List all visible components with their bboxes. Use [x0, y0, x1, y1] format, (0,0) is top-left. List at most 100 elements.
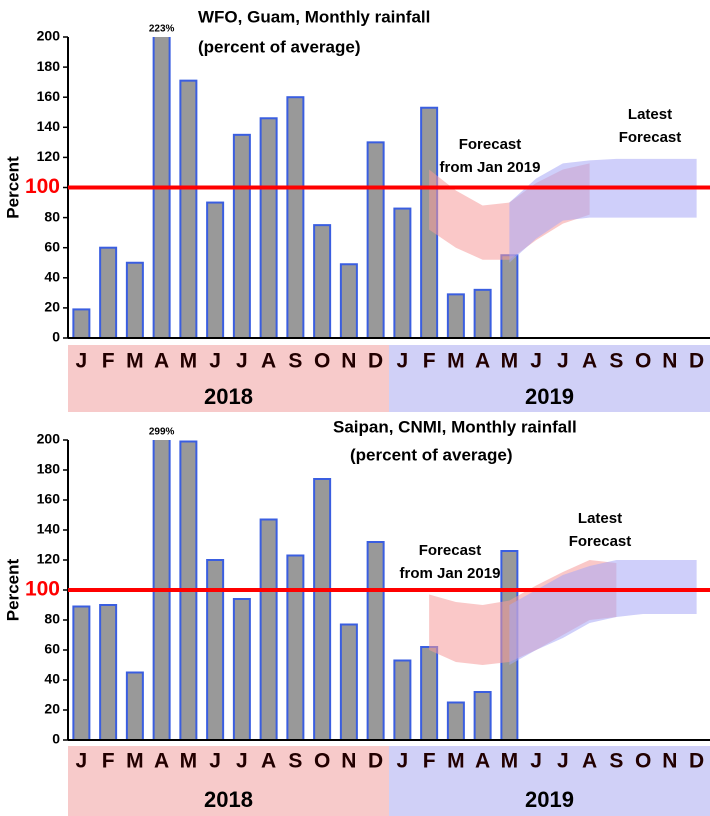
- bar: [286, 554, 305, 740]
- x-tick-label: O: [314, 750, 330, 773]
- x-tick-label: M: [501, 750, 519, 773]
- x-tick-label: J: [397, 350, 409, 373]
- year-label: 2019: [525, 787, 574, 812]
- x-tick-label: M: [180, 350, 198, 373]
- x-tick-label: D: [368, 750, 383, 773]
- x-tick-label: J: [530, 750, 542, 773]
- band-label: Forecast: [569, 533, 632, 550]
- chart-title: Saipan, CNMI, Monthly rainfall: [333, 417, 577, 436]
- x-tick-label: A: [475, 750, 490, 773]
- x-tick-label: N: [341, 750, 356, 773]
- y-tick-label: 160: [37, 88, 61, 104]
- y-tick-label: 20: [44, 299, 60, 315]
- bar: [125, 261, 144, 338]
- bar: [125, 671, 144, 740]
- x-tick-label: D: [689, 750, 704, 773]
- bar: [393, 207, 412, 338]
- bar: [446, 293, 465, 338]
- x-tick-label: D: [368, 350, 383, 373]
- forecast-band: [509, 158, 697, 263]
- x-tick-label: A: [261, 350, 276, 373]
- bar: [72, 308, 91, 338]
- band-label: Forecast: [419, 542, 482, 559]
- year-label: 2019: [525, 384, 574, 409]
- y-tick-label: 180: [37, 58, 61, 74]
- x-tick-label: F: [423, 350, 436, 373]
- band-label: Latest: [628, 106, 672, 123]
- x-tick-label: M: [447, 750, 465, 773]
- x-tick-label: A: [261, 750, 276, 773]
- y-tick-label: 140: [37, 521, 61, 537]
- bar: [313, 478, 332, 740]
- bar: [366, 141, 385, 338]
- x-tick-label: N: [662, 750, 677, 773]
- bar: [339, 263, 358, 338]
- y-tick-label: 60: [44, 641, 60, 657]
- y-tick-label: 120: [37, 551, 61, 567]
- bar: [99, 246, 118, 338]
- x-tick-label: A: [475, 350, 490, 373]
- x-tick-label: J: [76, 350, 88, 373]
- bar: [366, 541, 385, 740]
- x-tick-label: J: [236, 350, 248, 373]
- bar: [286, 96, 305, 338]
- x-tick-label: S: [609, 750, 623, 773]
- y-tick-label: 160: [37, 491, 61, 507]
- y-tick-label: 180: [37, 461, 61, 477]
- x-tick-label: S: [609, 350, 623, 373]
- bar: [99, 604, 118, 740]
- bar: [393, 659, 412, 740]
- x-tick-label: M: [126, 350, 144, 373]
- chart-subtitle: (percent of average): [350, 445, 513, 464]
- year-band: [68, 345, 389, 412]
- band-label: Forecast: [619, 129, 682, 146]
- y-tick-label: 100: [25, 578, 60, 601]
- x-tick-label: M: [180, 750, 198, 773]
- y-tick-label: 100: [25, 175, 60, 198]
- bar: [473, 288, 492, 338]
- bar: [446, 701, 465, 740]
- y-axis-title: Percent: [3, 558, 22, 621]
- x-tick-label: J: [557, 350, 569, 373]
- bar: [152, 37, 171, 338]
- band-label: Latest: [578, 510, 622, 527]
- band-label: from Jan 2019: [440, 159, 541, 176]
- value-label: 223%: [149, 24, 175, 35]
- x-tick-label: M: [447, 350, 465, 373]
- x-tick-label: M: [501, 350, 519, 373]
- bar: [206, 201, 225, 338]
- x-tick-label: A: [154, 750, 169, 773]
- x-tick-label: J: [397, 750, 409, 773]
- year-band: [389, 746, 710, 816]
- y-tick-label: 120: [37, 148, 61, 164]
- bar: [259, 117, 278, 338]
- band-label: from Jan 2019: [400, 565, 501, 582]
- y-tick-label: 40: [44, 269, 60, 285]
- forecast-band: [509, 560, 697, 665]
- chart-title: WFO, Guam, Monthly rainfall: [198, 7, 430, 26]
- year-band: [68, 746, 389, 816]
- bar: [72, 605, 91, 740]
- bar: [500, 254, 519, 338]
- x-tick-label: J: [236, 750, 248, 773]
- x-tick-label: J: [209, 350, 221, 373]
- x-tick-label: A: [582, 350, 597, 373]
- x-tick-label: D: [689, 350, 704, 373]
- x-tick-label: A: [582, 750, 597, 773]
- x-tick-label: N: [662, 350, 677, 373]
- y-tick-label: 0: [52, 329, 60, 345]
- x-tick-label: O: [635, 350, 651, 373]
- y-tick-label: 200: [37, 28, 61, 44]
- y-tick-label: 140: [37, 118, 61, 134]
- bar: [232, 133, 251, 338]
- x-tick-label: S: [288, 750, 302, 773]
- x-tick-label: J: [209, 750, 221, 773]
- bar: [179, 79, 198, 338]
- y-axis-title: Percent: [3, 156, 22, 219]
- x-tick-label: S: [288, 350, 302, 373]
- x-tick-label: J: [530, 350, 542, 373]
- y-tick-label: 80: [44, 208, 60, 224]
- y-tick-label: 0: [52, 731, 60, 747]
- year-label: 2018: [204, 787, 253, 812]
- x-tick-label: N: [341, 350, 356, 373]
